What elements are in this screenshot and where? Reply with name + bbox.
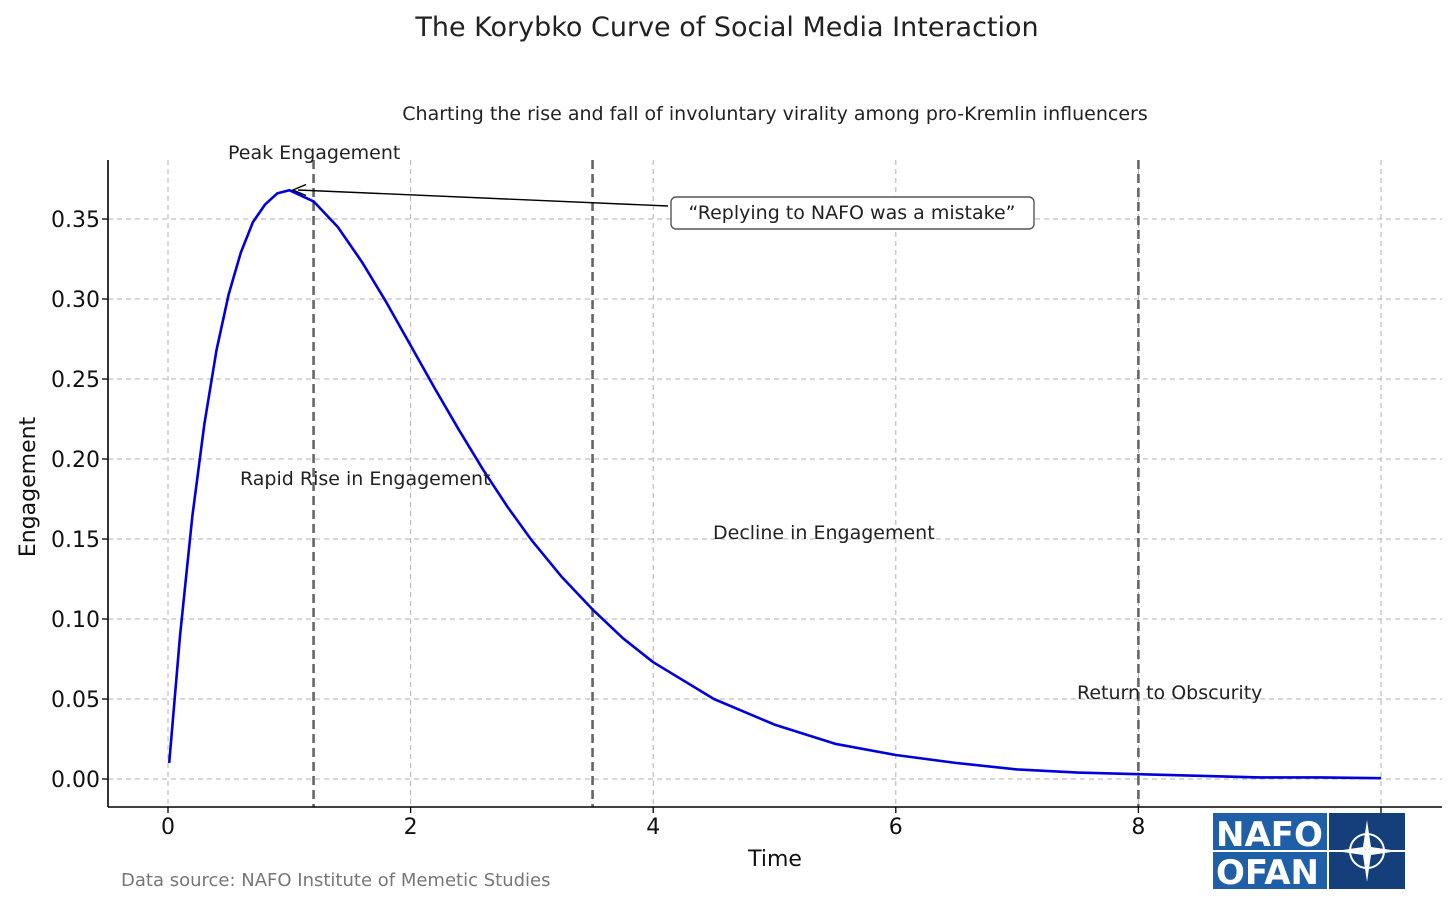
decline-label: Decline in Engagement (713, 522, 935, 544)
nafo-logo: NAFO OFAN (1213, 813, 1405, 893)
x-tick-label: 8 (1131, 815, 1145, 840)
quote-box (670, 196, 1035, 230)
x-ticks: 0246810 (161, 807, 1395, 840)
x-tick-label: 6 (889, 815, 903, 840)
y-tick-label: 0.10 (51, 608, 100, 633)
y-axis-label: Engagement (16, 416, 41, 557)
grid-lines (108, 160, 1442, 807)
y-tick-label: 0.05 (51, 688, 100, 713)
y-tick-label: 0.15 (51, 528, 100, 553)
quote-annotation: “Replying to NAFO was a mistake” (291, 183, 1035, 230)
logo-text-ofan: OFAN (1216, 853, 1319, 893)
y-tick-label: 0.25 (51, 368, 100, 393)
series-group (167, 188, 1382, 780)
obscurity-label: Return to Obscurity (1077, 682, 1262, 704)
quote-text: “Replying to NAFO was a mistake” (689, 202, 1016, 224)
nato-compass-star-icon (1336, 820, 1398, 882)
peak-engagement-label: Peak Engagement (228, 142, 400, 164)
data-source-note: Data source: NAFO Institute of Memetic S… (121, 870, 551, 891)
annotation-arrow (297, 189, 669, 207)
x-tick-label: 0 (161, 815, 175, 840)
y-tick-label: 0.20 (51, 448, 100, 473)
y-ticks: 0.00 0.05 0.10 0.15 0.20 0.25 0.30 0.35 (51, 208, 108, 793)
chart-title: The Korybko Curve of Social Media Intera… (414, 12, 1038, 43)
y-tick-label: 0.30 (51, 288, 100, 313)
chart-subtitle: Charting the rise and fall of involuntar… (402, 103, 1147, 125)
y-tick-label: 0.35 (51, 208, 100, 233)
arrow-head-icon (291, 183, 307, 197)
phase-divider-lines (312, 160, 1140, 807)
logo-text-nafo: NAFO (1216, 815, 1323, 855)
x-tick-label: 4 (646, 815, 660, 840)
x-tick-label: 2 (404, 815, 418, 840)
engagement-line (167, 188, 1382, 780)
x-axis-label: Time (747, 847, 802, 872)
rapid-rise-label: Rapid Rise in Engagement (240, 468, 491, 490)
y-tick-label: 0.00 (51, 768, 100, 793)
